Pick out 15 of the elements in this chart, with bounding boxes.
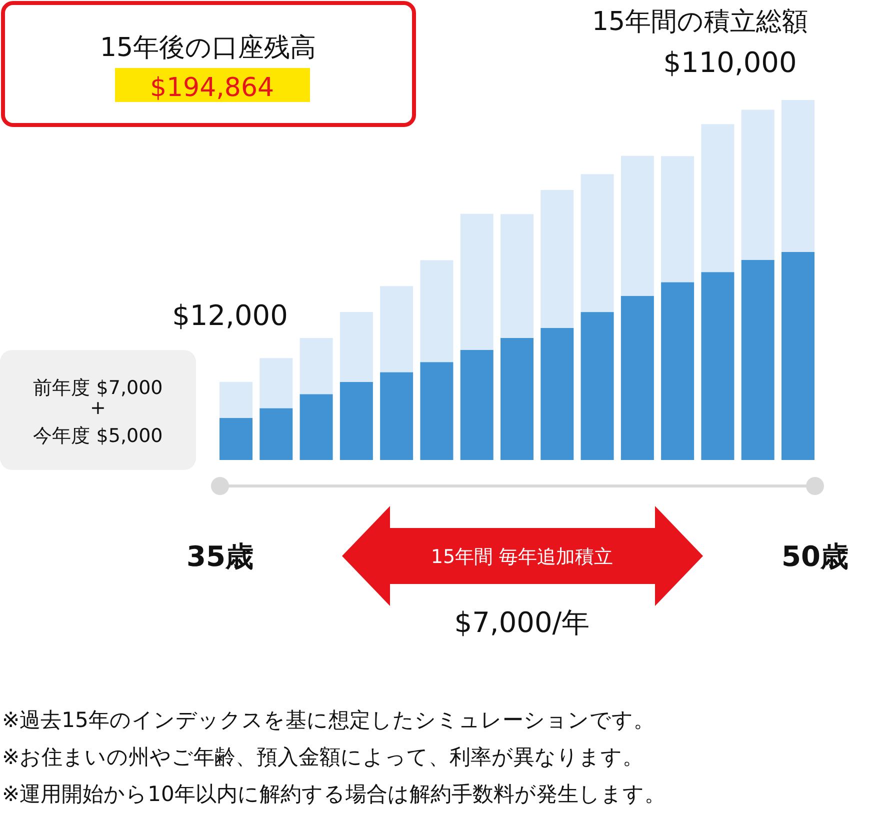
chart-title: 15年後の口座残高 [100,33,316,63]
text: 15年間の積立総額 [592,7,808,37]
text: $110,000 [663,46,797,79]
text: 今年度 $5,000 [33,425,163,447]
text: + [90,397,106,419]
x-tick-label: 35歳 [186,540,254,573]
annotation: $12,000 [172,299,288,332]
text: $7,000/年 [454,606,590,639]
chart-subtitle: $194,864 [150,73,274,103]
x-tick-label: 50歳 [782,540,848,573]
text: ※お住まいの州やご年齢、預入金額によって、利率が異なります。 [2,745,644,769]
text: 15年間 毎年追加積立 [430,546,614,568]
text: 前年度 $7,000 [33,377,163,399]
text: ※運用開始から10年以内に解約する場合は解約手数料が発生します。 [2,782,666,806]
text: ※過去15年のインデックスを基に想定したシミュレーションです。 [2,708,654,732]
